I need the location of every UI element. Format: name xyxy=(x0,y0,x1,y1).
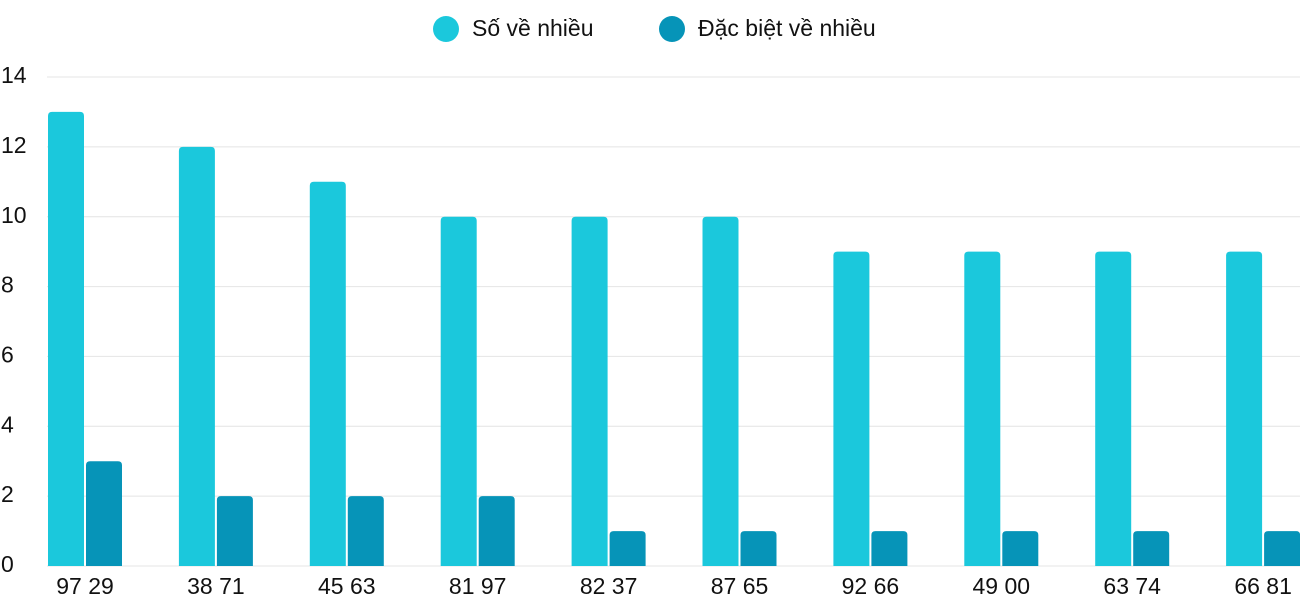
bar xyxy=(609,531,646,566)
y-tick-label: 8 xyxy=(1,272,14,298)
bar xyxy=(86,461,122,566)
x-tick-label: 97 29 xyxy=(56,573,114,599)
x-tick-label: 82 37 xyxy=(580,573,638,599)
x-tick-label: 66 81 xyxy=(1234,573,1292,599)
y-tick-label: 10 xyxy=(1,202,27,228)
x-tick-label: 45 63 xyxy=(318,573,376,599)
y-tick-label: 0 xyxy=(1,551,14,577)
x-tick-label: 87 65 xyxy=(711,573,769,599)
bar xyxy=(571,216,608,566)
y-tick-label: 2 xyxy=(1,481,14,507)
y-tick-label: 12 xyxy=(1,132,27,158)
x-tick-label: 92 66 xyxy=(842,573,900,599)
bar xyxy=(1002,531,1039,566)
x-tick-label: 81 97 xyxy=(449,573,507,599)
bar xyxy=(440,216,477,566)
bar xyxy=(1226,251,1263,566)
bar xyxy=(740,531,777,566)
y-tick-label: 4 xyxy=(1,411,14,437)
legend-marker xyxy=(659,16,685,42)
x-tick-label: 49 00 xyxy=(973,573,1031,599)
bar xyxy=(1133,531,1170,566)
bar xyxy=(833,251,870,566)
bar xyxy=(871,531,908,566)
x-tick-label: 38 71 xyxy=(187,573,245,599)
bar xyxy=(216,496,253,566)
bar xyxy=(48,111,84,566)
bar xyxy=(1095,251,1132,566)
bar xyxy=(178,146,215,566)
bar xyxy=(964,251,1001,566)
legend-marker xyxy=(433,16,459,42)
y-tick-label: 14 xyxy=(1,62,27,88)
bar xyxy=(702,216,739,566)
bar xyxy=(1264,531,1300,566)
y-tick-label: 6 xyxy=(1,342,14,368)
x-tick-label: 63 74 xyxy=(1103,573,1161,599)
bar xyxy=(347,496,384,566)
bar xyxy=(478,496,515,566)
legend-label: Đặc biệt về nhiều xyxy=(698,15,876,41)
legend-label: Số về nhiều xyxy=(472,15,593,41)
bar xyxy=(309,181,346,567)
